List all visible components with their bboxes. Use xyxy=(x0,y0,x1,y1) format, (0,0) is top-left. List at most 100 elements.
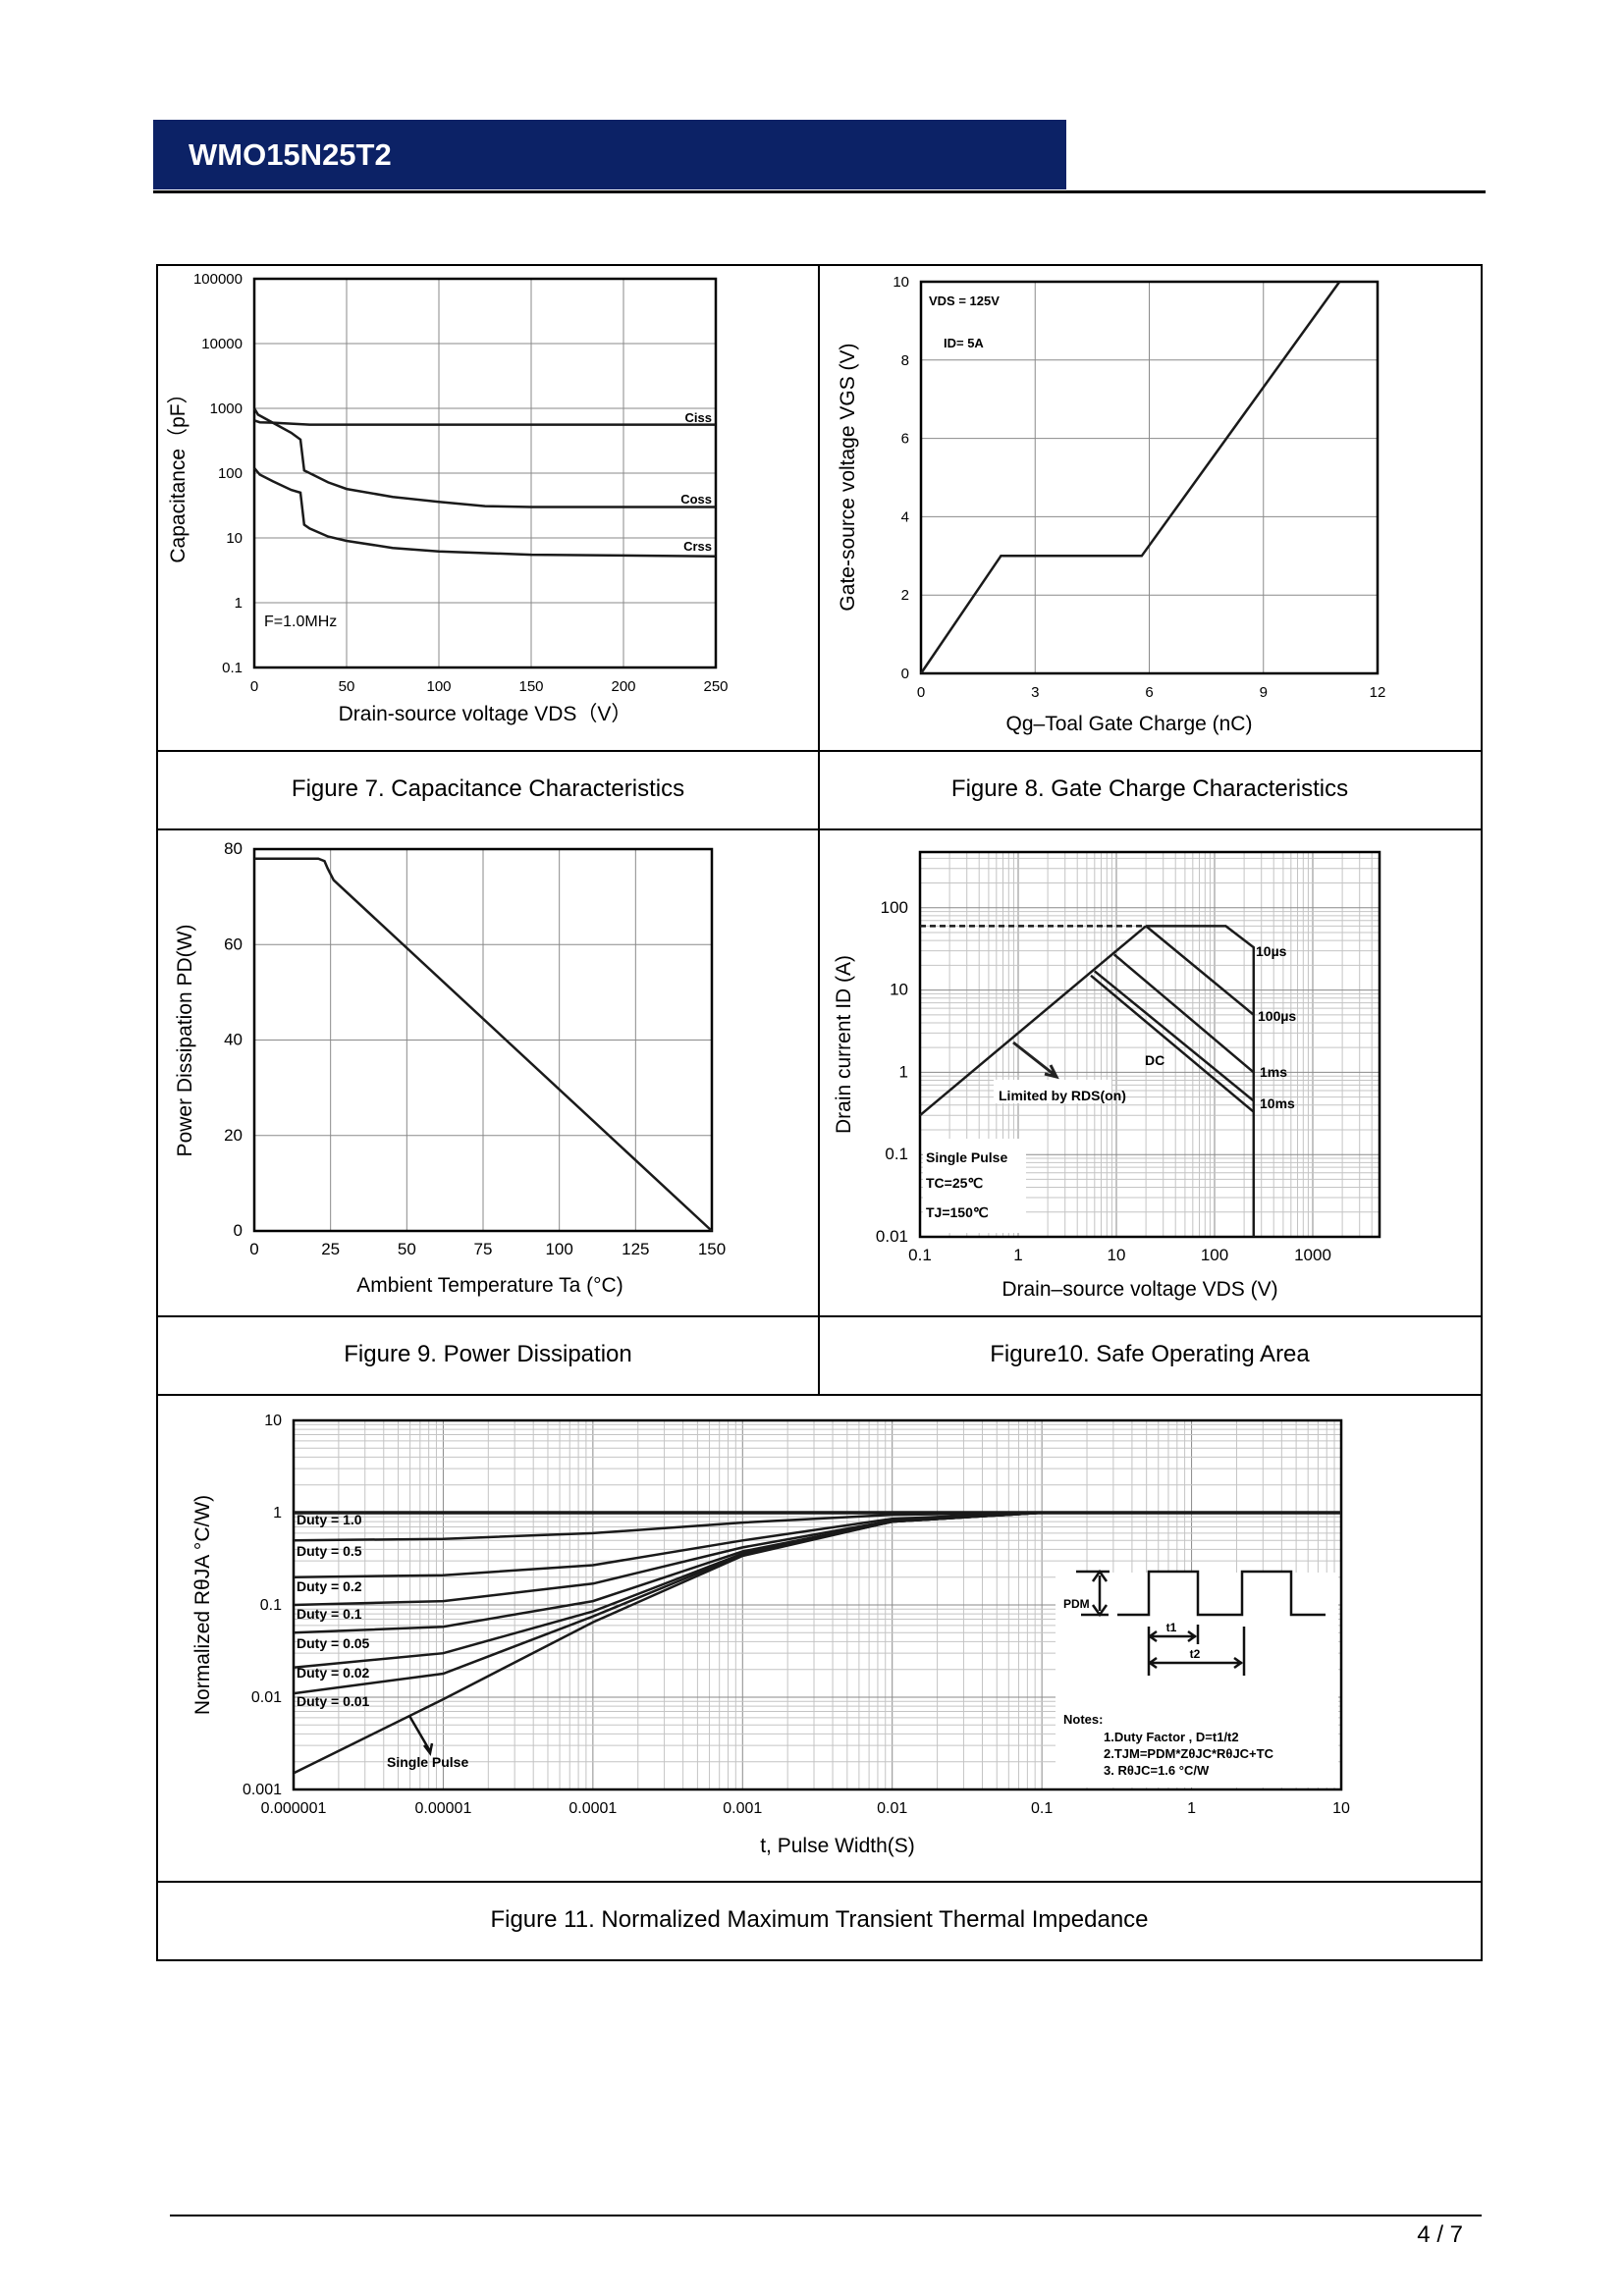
fig11-series-single-pulse xyxy=(293,1511,1341,1775)
y-axis-label: Normalized RθJA °C/W) xyxy=(191,1495,214,1715)
annotation: 2.TJM=PDM*ZθJC*RθJC+TC xyxy=(1104,1746,1274,1761)
x-tick-label: 6 xyxy=(1145,684,1153,701)
arrow-icon xyxy=(407,1715,434,1756)
y-tick-label: 4 xyxy=(901,508,909,525)
series-label: Duty = 0.05 xyxy=(297,1635,370,1651)
x-tick-label: 50 xyxy=(398,1240,416,1258)
annotation: 10µs xyxy=(1256,943,1287,959)
annotation: t1 xyxy=(1166,1621,1177,1634)
fig11-chart: 0.000001 0.00001 0.0001 0.001 0.01 0.1 1 10 0.00… xyxy=(191,1413,1350,1857)
annotation: PDM xyxy=(1063,1597,1090,1611)
annotation: 10ms xyxy=(1260,1095,1295,1111)
box-border-left xyxy=(156,264,158,1961)
y-tick-label: 0.1 xyxy=(260,1597,282,1614)
fig7-series-coss xyxy=(252,407,716,508)
header-rule xyxy=(153,190,1486,193)
caption-fig7: Figure 7. Capacitance Characteristics xyxy=(291,775,685,802)
plot-frame xyxy=(919,280,1380,675)
annotation: t2 xyxy=(1190,1647,1201,1661)
series-label: Duty = 0.02 xyxy=(297,1665,370,1681)
y-tick-label: 10 xyxy=(890,981,908,999)
x-tick-label: 0.1 xyxy=(908,1246,932,1264)
x-tick-label: 3 xyxy=(1031,684,1039,701)
y-tick-label: 100 xyxy=(218,465,243,482)
x-tick-label: 0.000001 xyxy=(261,1800,327,1817)
x-axis-label: Ambient Temperature Ta (°C) xyxy=(356,1274,623,1297)
y-axis-label: Gate-source voltage VGS (V) xyxy=(837,343,859,611)
annotation: 3. RθJC=1.6 °C/W xyxy=(1104,1763,1210,1778)
y-tick-label: 1 xyxy=(899,1062,908,1081)
annotation: 100µs xyxy=(1258,1008,1296,1024)
footer-rule xyxy=(170,2215,1482,2216)
annotation: Single Pulse xyxy=(926,1149,1007,1165)
fig8-series-curve xyxy=(919,281,1341,674)
y-tick-label: 2 xyxy=(901,587,909,604)
y-tick-label: 10000 xyxy=(201,336,243,352)
label-background xyxy=(994,1080,1111,1103)
pdm-arrow-icon xyxy=(1091,1569,1109,1618)
part-number-title: WMO15N25T2 xyxy=(189,137,392,172)
header-bar: WMO15N25T2 xyxy=(153,120,1066,189)
y-tick-label: 40 xyxy=(224,1031,243,1049)
x-tick-label: 10 xyxy=(1108,1246,1126,1264)
plot-frame xyxy=(918,850,1381,1239)
box-divider-vertical xyxy=(818,264,820,1395)
fig10-series-dc xyxy=(1090,974,1255,1113)
x-axis-label: Drain-source voltage VDS（V） xyxy=(339,703,632,725)
fig9-series-curve xyxy=(254,857,713,1232)
series-label: Crss xyxy=(683,539,712,554)
annotation: 1.Duty Factor , D=t1/t2 xyxy=(1104,1730,1239,1744)
annotation: DC xyxy=(1145,1052,1164,1068)
box-border-right xyxy=(1481,264,1483,1961)
y-tick-label: 1 xyxy=(273,1505,282,1522)
x-tick-label: 0.001 xyxy=(723,1800,762,1817)
x-tick-label: 100 xyxy=(426,678,451,695)
y-tick-label: 6 xyxy=(901,431,909,448)
y-tick-label: 10 xyxy=(893,274,909,291)
x-axis-label: Qg–Toal Gate Charge (nC) xyxy=(1006,713,1253,735)
x-tick-label: 0 xyxy=(917,684,925,701)
x-tick-label: 9 xyxy=(1260,684,1268,701)
x-tick-label: 0.00001 xyxy=(415,1800,472,1817)
y-tick-label: 1000 xyxy=(210,400,243,417)
arrow-icon xyxy=(1012,1041,1059,1080)
x-tick-label: 100 xyxy=(1201,1246,1228,1264)
x-tick-label: 0 xyxy=(249,1240,258,1258)
plot-frame xyxy=(252,847,714,1233)
annotation: 1ms xyxy=(1260,1064,1287,1080)
x-tick-label: 100 xyxy=(545,1240,572,1258)
x-tick-label: 75 xyxy=(474,1240,493,1258)
x-tick-label: 1 xyxy=(1187,1800,1196,1817)
x-axis-label: t, Pulse Width(S) xyxy=(760,1835,915,1857)
series-label: Duty = 0.1 xyxy=(297,1606,362,1622)
annotation: Limited by RDS(on) xyxy=(999,1088,1126,1103)
series-label: Duty = 0.2 xyxy=(297,1578,362,1594)
x-tick-label: 0.01 xyxy=(877,1800,907,1817)
fig9-chart: 0 25 50 75 100 125 150 0 20 40 60 80 Ambient Tempera… xyxy=(174,839,726,1297)
box-border-bottom xyxy=(156,1959,1483,1961)
box-divider xyxy=(156,1394,1483,1396)
y-tick-label: 0.01 xyxy=(876,1227,908,1246)
fig11-series-duty-0-2 xyxy=(293,1511,1341,1578)
series-label: Coss xyxy=(680,492,712,507)
y-tick-label: 10 xyxy=(264,1413,282,1429)
annotation: TJ=150℃ xyxy=(926,1204,989,1220)
y-tick-label: 0.01 xyxy=(251,1689,282,1706)
plot-frame xyxy=(252,277,718,669)
y-tick-label: 10 xyxy=(226,530,243,547)
y-tick-label: 0.1 xyxy=(222,660,243,676)
caption-fig9: Figure 9. Power Dissipation xyxy=(344,1341,632,1367)
y-tick-label: 100 xyxy=(881,898,908,917)
x-tick-label: 0.0001 xyxy=(568,1800,617,1817)
annotation: Single Pulse xyxy=(387,1754,468,1770)
x-tick-label: 250 xyxy=(703,678,728,695)
caption-fig8: Figure 8. Gate Charge Characteristics xyxy=(950,775,1349,802)
series-label: Ciss xyxy=(685,410,712,425)
page-number: 4 / 7 xyxy=(1417,2221,1463,2248)
box-divider xyxy=(156,1881,1483,1883)
label-background xyxy=(923,1139,1026,1233)
y-tick-label: 80 xyxy=(224,839,243,858)
caption-fig11: Figure 11. Normalized Maximum Transient … xyxy=(490,1906,1149,1933)
pulse-waveform xyxy=(1076,1570,1326,1617)
